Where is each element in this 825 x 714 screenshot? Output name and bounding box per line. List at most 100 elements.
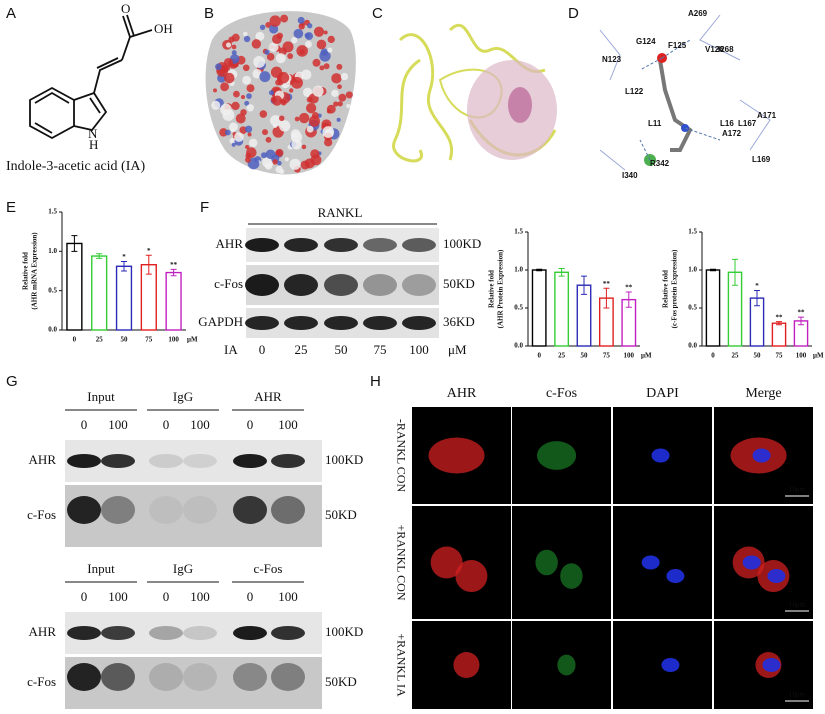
nucleus	[651, 448, 670, 463]
band	[284, 316, 318, 330]
surface-patch	[297, 16, 305, 24]
x-tick-label: 75	[603, 352, 611, 360]
band	[245, 274, 279, 296]
nucleus	[641, 555, 660, 570]
surface-patch	[219, 128, 228, 137]
surface-patch	[294, 116, 300, 122]
surface-patch	[247, 132, 252, 137]
band	[324, 316, 358, 330]
y-tick-label: 0.0	[514, 342, 523, 350]
micrograph	[512, 506, 611, 619]
residue-label: L11	[648, 119, 662, 128]
surface-patch	[291, 139, 302, 150]
surface-patch	[312, 58, 321, 67]
y-axis-label: Relative fold	[662, 270, 670, 308]
surface-patch	[289, 88, 294, 93]
band	[324, 238, 358, 252]
surface-patch	[284, 157, 289, 162]
band	[233, 626, 267, 640]
surface-patch	[300, 160, 310, 170]
surface-patch	[231, 142, 236, 147]
x-tick-label: 0	[711, 352, 715, 360]
surface-patch	[301, 69, 312, 80]
surface-patch	[275, 148, 284, 157]
surface-patch	[304, 32, 310, 39]
band	[363, 238, 397, 252]
surface-patch	[245, 125, 253, 133]
treatment-label: RANKL	[318, 205, 363, 220]
dose: 0	[81, 417, 88, 432]
scale-label: 10μm	[789, 601, 806, 609]
bar	[115, 265, 133, 331]
surface-patch	[336, 117, 341, 122]
panel-letter: E	[6, 199, 16, 216]
nucleus	[767, 569, 786, 584]
surface-patch	[211, 100, 221, 110]
y-tick-label: 1.0	[514, 266, 523, 274]
x-tick-label: 100	[168, 336, 179, 344]
size-label: 50KD	[325, 674, 357, 689]
error-bar	[603, 287, 610, 309]
surface-patch	[337, 84, 342, 90]
cell	[557, 654, 576, 676]
surface-patch	[272, 159, 278, 165]
nucleus	[742, 555, 761, 570]
surface-patch	[259, 24, 266, 30]
surface-patch	[333, 101, 339, 107]
band	[233, 454, 267, 468]
surface-patch	[277, 71, 290, 84]
surface-patch	[312, 85, 324, 97]
surface-patch	[278, 115, 285, 122]
x-tick-label: 75	[776, 352, 784, 360]
surface-patch	[235, 113, 246, 124]
scale-label: 10μm	[789, 691, 806, 699]
residue-label: G124	[636, 37, 656, 46]
surface-patch	[222, 109, 235, 122]
dose: 25	[295, 342, 308, 357]
significance: **	[776, 313, 784, 321]
surface-patch	[345, 91, 353, 99]
residue-label: N123	[602, 55, 622, 64]
y-tick-label: 1.5	[688, 228, 697, 236]
nucleus	[666, 569, 685, 584]
dose: 0	[259, 342, 266, 357]
x-tick-label: 25	[732, 352, 740, 360]
size-label: 50KD	[443, 276, 475, 291]
surface-patch	[215, 63, 222, 71]
protein-surface	[205, 11, 356, 175]
surface-patch	[240, 94, 246, 100]
scale-label: 10μm	[789, 486, 806, 494]
cell	[453, 652, 480, 678]
band	[149, 626, 183, 640]
surface-patch	[301, 144, 307, 150]
y-axis-label: (AHR mRNA Expression)	[31, 232, 39, 310]
surface-patch	[269, 15, 281, 27]
y-axis-label: (AHR Protein Expression)	[497, 249, 505, 328]
dose: 100	[278, 417, 298, 432]
significance: **	[625, 284, 633, 292]
band	[183, 496, 217, 524]
surface-patch	[299, 49, 305, 55]
nucleus	[762, 658, 781, 672]
error-bar	[625, 291, 632, 308]
surface-patch	[298, 23, 305, 30]
error-bar	[96, 253, 103, 259]
surface-patch	[282, 41, 294, 53]
atom: H	[89, 137, 98, 152]
surface-patch	[279, 169, 285, 175]
x-tick-label: 75	[145, 336, 153, 344]
surface-patch	[223, 57, 233, 67]
nucleus	[661, 658, 680, 672]
surface-patch	[259, 71, 271, 83]
row-label: +RANKL CON	[394, 525, 408, 601]
error-bar	[798, 316, 804, 326]
channel-label: Merge	[745, 386, 781, 401]
x-tick-label: 0	[537, 352, 541, 360]
band	[233, 496, 267, 524]
dose: 100	[409, 342, 429, 357]
surface-patch	[265, 136, 272, 143]
group-label: Input	[87, 561, 115, 576]
band	[101, 663, 135, 691]
surface-patch	[262, 129, 269, 136]
dose: 0	[247, 589, 254, 604]
